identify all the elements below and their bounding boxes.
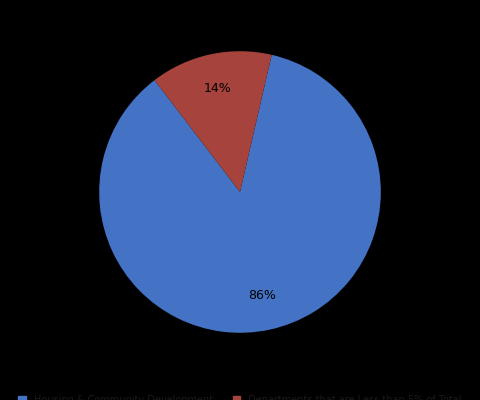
Wedge shape <box>99 55 381 333</box>
Text: 14%: 14% <box>204 82 231 95</box>
Text: 86%: 86% <box>248 289 276 302</box>
Wedge shape <box>155 51 272 192</box>
Legend: Housing & Community Development, Departments that are Less than 5% of Total: Housing & Community Development, Departm… <box>14 391 466 400</box>
